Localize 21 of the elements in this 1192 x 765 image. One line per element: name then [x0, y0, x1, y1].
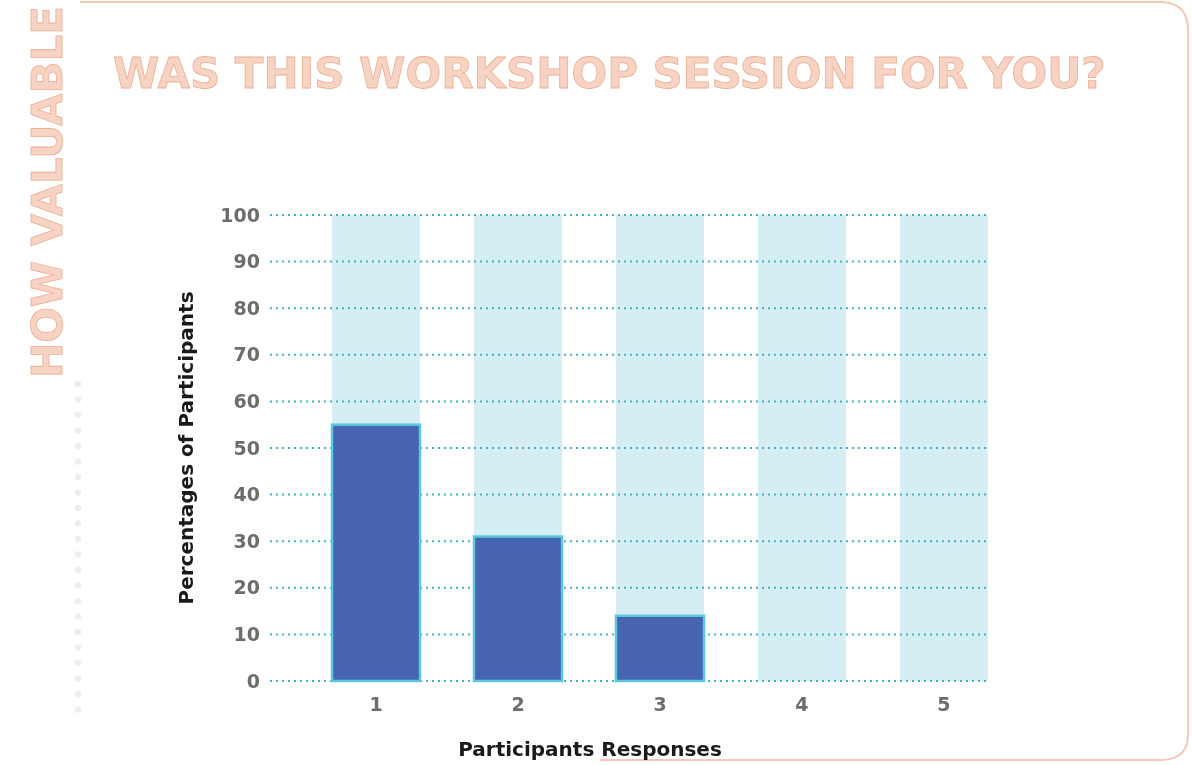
y-tick-label: 30: [233, 529, 260, 552]
y-tick-label: 90: [233, 250, 260, 273]
x-tick-label: 3: [653, 693, 667, 715]
chart-subtitle: WAS THIS WORKSHOP SESSION FOR YOU?: [113, 49, 1106, 98]
x-tick-label: 5: [937, 693, 951, 715]
y-tick-label: 40: [233, 483, 260, 506]
y-tick-label: 60: [233, 390, 260, 413]
x-tick-label: 1: [369, 693, 383, 715]
y-tick-label: 100: [220, 203, 260, 226]
y-axis-title: Percentages of Participants: [174, 291, 198, 605]
y-tick-label: 20: [233, 576, 260, 599]
x-axis-title: Participants Responses: [458, 737, 722, 761]
chart-title: HOW VALUABLE: [23, 5, 72, 378]
bar: [614, 614, 706, 683]
y-tick-label: 0: [246, 669, 260, 692]
x-tick-label: 4: [795, 693, 809, 715]
x-tick-label: 2: [511, 693, 525, 715]
y-tick-label: 80: [233, 296, 260, 319]
y-tick-label: 10: [233, 623, 260, 646]
y-tick-label: 50: [233, 436, 260, 459]
y-tick-label: 70: [233, 343, 260, 366]
